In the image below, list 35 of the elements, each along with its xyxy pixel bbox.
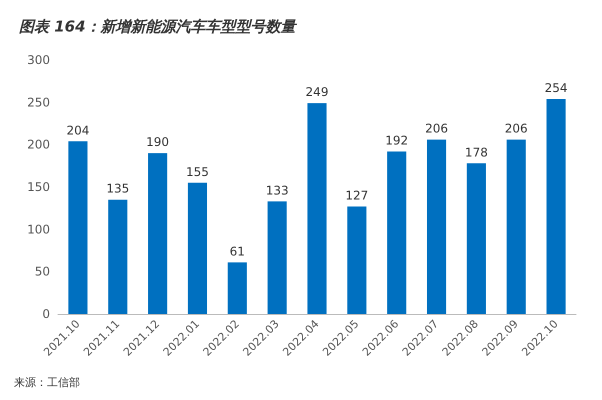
data-label: 206	[425, 122, 448, 136]
bar	[307, 103, 327, 314]
data-label: 249	[306, 85, 328, 100]
bar	[108, 200, 128, 314]
bar	[68, 141, 88, 314]
data-label: 135	[106, 182, 130, 196]
data-label: 206	[504, 122, 528, 136]
bar	[347, 206, 366, 314]
source-note: 来源：工信部	[14, 376, 80, 389]
data-label: 204	[66, 123, 90, 138]
data-label: 61	[230, 244, 245, 258]
bar	[387, 151, 406, 314]
y-tick-label: 250	[27, 95, 50, 110]
data-label: 178	[464, 145, 488, 160]
data-label: 127	[345, 188, 368, 202]
y-tick-label: 50	[34, 264, 50, 279]
y-tick-label: 300	[27, 53, 50, 67]
data-label: 155	[186, 164, 209, 179]
bar	[148, 153, 168, 314]
bar	[506, 140, 526, 314]
y-tick-label: 100	[27, 222, 50, 236]
data-label: 254	[544, 80, 568, 95]
data-label: 133	[266, 183, 289, 198]
y-tick-label: 0	[42, 307, 50, 321]
chart-title: 图表 164：新增新能源汽车车型型号数量	[19, 18, 298, 36]
y-tick-label: 200	[27, 138, 50, 152]
bar	[466, 163, 486, 314]
bar	[426, 140, 446, 314]
bar	[188, 182, 208, 314]
y-tick-label: 150	[27, 180, 50, 194]
data-label: 190	[146, 135, 170, 150]
bar	[228, 262, 247, 314]
data-label: 192	[385, 133, 408, 148]
bar	[268, 201, 287, 314]
bar	[546, 98, 566, 314]
